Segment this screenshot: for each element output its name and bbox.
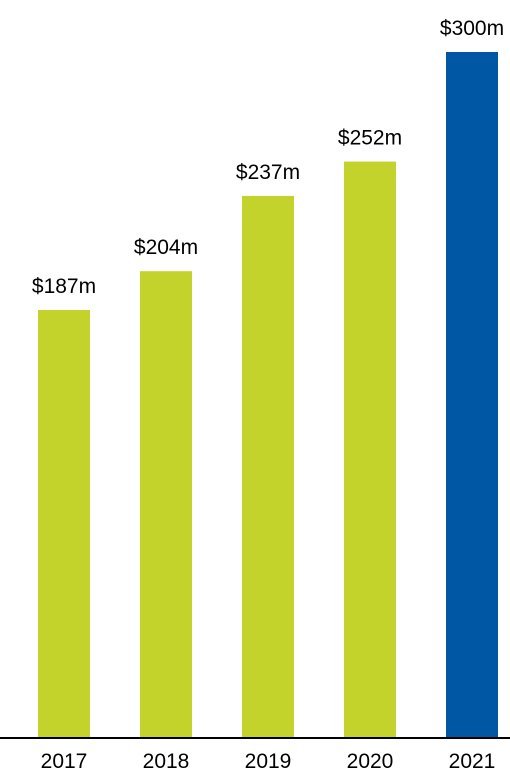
x-tick-label-2017: 2017 bbox=[41, 750, 88, 773]
x-tick-label-2018: 2018 bbox=[143, 750, 190, 773]
bar-2020 bbox=[344, 161, 396, 738]
x-tick-label-2020: 2020 bbox=[347, 750, 394, 773]
x-tick-label-2021: 2021 bbox=[449, 750, 496, 773]
bar-2017 bbox=[38, 310, 90, 737]
bar-2021 bbox=[446, 52, 498, 737]
value-label-2020: $252m bbox=[338, 127, 402, 150]
value-labels-group: $187m $204m $237m $252m $300m bbox=[32, 17, 504, 298]
value-label-2018: $204m bbox=[134, 236, 198, 259]
value-label-2017: $187m bbox=[32, 275, 96, 298]
x-tick-labels-group: 2017 2018 2019 2020 2021 bbox=[41, 750, 496, 773]
bar-2018 bbox=[140, 271, 192, 737]
bars-group bbox=[38, 52, 498, 738]
value-label-2021: $300m bbox=[440, 17, 504, 40]
value-label-2019: $237m bbox=[236, 161, 300, 184]
x-tick-label-2019: 2019 bbox=[245, 750, 292, 773]
bar-2019 bbox=[242, 195, 294, 737]
